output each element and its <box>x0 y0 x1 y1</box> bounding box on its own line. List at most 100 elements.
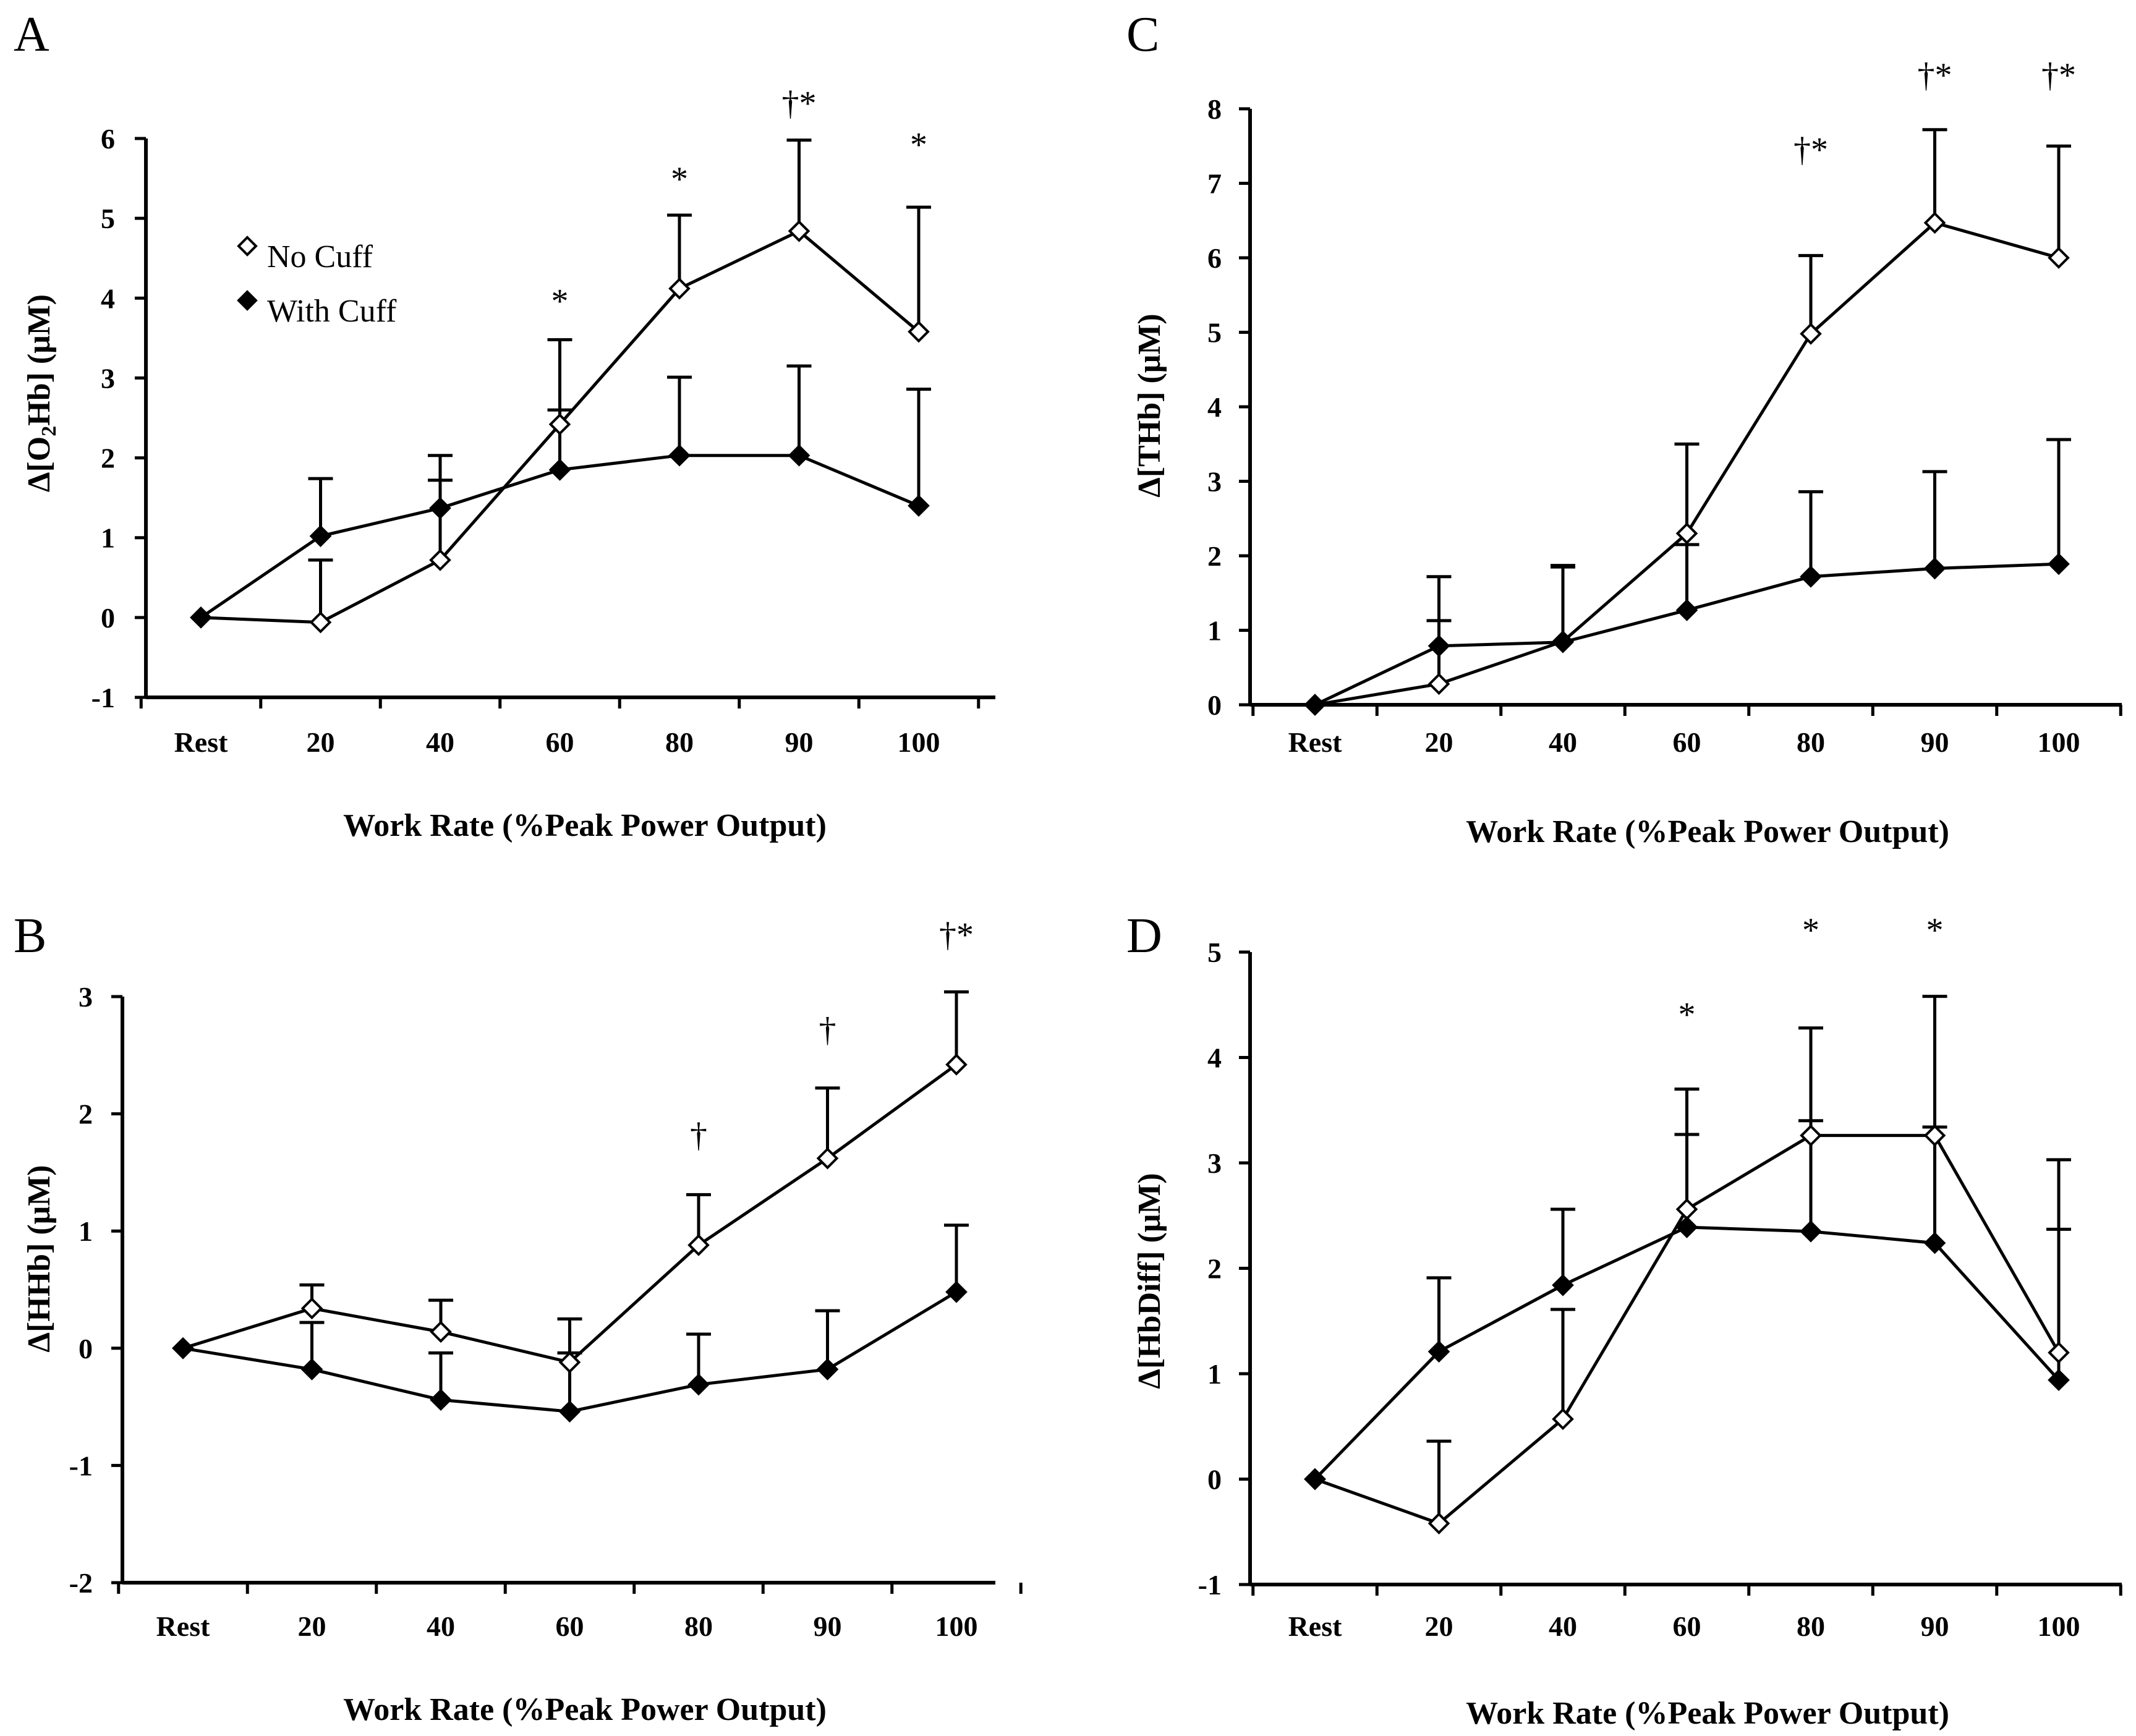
panel-a-point-no-cuff <box>548 413 571 436</box>
panel-c-point-with-cuff <box>2048 553 2070 576</box>
panel-c-point-no-cuff <box>2048 247 2070 269</box>
panel-d-significance-marker: * <box>1802 911 1819 950</box>
panel-a-point-no-cuff <box>908 320 930 343</box>
panel-c-point-with-cuff <box>1800 565 1822 588</box>
legend-label-no-cuff: No Cuff <box>267 239 373 274</box>
panel-b-point-with-cuff <box>172 1337 194 1359</box>
panel-letter-d: D <box>1126 909 1162 963</box>
panel-b-x-tick-label: 100 <box>935 1610 978 1642</box>
panel-d-point-no-cuff <box>2048 1342 2070 1364</box>
panel-d-point-with-cuff <box>1304 1468 1326 1491</box>
panel-b-point-no-cuff <box>558 1351 581 1374</box>
panel-c-y-tick-label: 4 <box>1207 391 1222 423</box>
panel-b-point-no-cuff <box>816 1147 839 1170</box>
panel-b-x-tick-label: 20 <box>298 1610 326 1642</box>
panel-a-significance-marker: * <box>551 283 569 321</box>
panel-d-y-axis-title: Δ[HbDiff] (μM) <box>1132 1173 1167 1389</box>
panel-d-point-no-cuff <box>1800 1124 1822 1147</box>
panel-c-significance-marker: †* <box>1918 56 1952 95</box>
panel-a-x-tick-label: 90 <box>785 726 814 758</box>
panel-d-x-tick-label: 60 <box>1673 1610 1701 1642</box>
panel-b-x-tick-label: 60 <box>556 1610 584 1642</box>
panel-d-y-tick-label: 4 <box>1207 1042 1222 1074</box>
panel-a-x-tick-label: Rest <box>174 726 229 758</box>
panel-b-data: † † †* <box>172 916 974 1423</box>
panel-a-y-tick-label: 4 <box>101 283 115 314</box>
panel-c: †* †* †* 0 1 2 3 4 5 6 7 8 Rest 20 40 60 80 90 100 Work R… <box>1132 56 2122 849</box>
panel-c-y-tick-label: 7 <box>1207 168 1222 200</box>
panel-a-x-tick-label: 40 <box>426 726 454 758</box>
panel-a-y-tick-label: 5 <box>101 203 115 234</box>
panel-c-axes: 0 1 2 3 4 5 6 7 8 Rest 20 40 60 80 90 100 <box>1207 93 2122 758</box>
panel-a-x-tick-label: 60 <box>546 726 574 758</box>
panel-b-y-tick-label: -2 <box>69 1567 93 1599</box>
panel-d-y-tick-label: 1 <box>1207 1358 1222 1390</box>
panel-a-y-tick-label: 0 <box>101 602 115 634</box>
panel-b-y-axis-title: Δ[HHb] (μM) <box>22 1165 57 1352</box>
panel-d-point-with-cuff <box>1428 1340 1450 1363</box>
panel-a-significance-marker: †* <box>782 84 817 122</box>
panel-d-y-tick-label: 3 <box>1207 1147 1222 1179</box>
panel-a-point-with-cuff <box>548 459 571 481</box>
panel-b-point-no-cuff <box>945 1053 968 1076</box>
legend-open-diamond <box>237 236 258 257</box>
panel-a-y-tick-label: 3 <box>101 362 115 394</box>
panel-b-x-tick-label: 40 <box>427 1610 455 1642</box>
panel-c-x-tick-label: Rest <box>1288 726 1343 758</box>
panel-c-y-axis-title: Δ[THb] (μM) <box>1132 313 1167 497</box>
panel-d-point-with-cuff <box>1675 1216 1698 1238</box>
panel-c-y-tick-label: 0 <box>1207 689 1222 721</box>
panel-b-y-tick-label: 0 <box>79 1333 93 1364</box>
panel-c-point-no-cuff <box>1923 211 1946 234</box>
panel-a-y-tick-label: 2 <box>101 443 115 474</box>
panel-d-point-no-cuff <box>1428 1512 1450 1534</box>
panel-c-y-tick-label: 8 <box>1207 93 1222 125</box>
panel-a-point-no-cuff <box>429 549 451 571</box>
panel-c-y-tick-label: 1 <box>1207 615 1222 647</box>
panel-b-point-with-cuff <box>816 1358 839 1381</box>
panel-b-axes: -2 -1 0 1 2 3 Rest 20 40 60 80 90 100 <box>69 981 1023 1642</box>
panel-d-y-tick-label: -1 <box>1198 1569 1222 1601</box>
panel-a-point-with-cuff <box>190 606 212 629</box>
panel-a-y-tick-label: -1 <box>91 682 115 713</box>
panel-d-x-tick-label: 20 <box>1425 1610 1453 1642</box>
panel-c-data: †* †* †* <box>1304 56 2076 716</box>
panel-a-significance-marker: * <box>910 126 927 164</box>
panel-d-x-tick-label: Rest <box>1288 1610 1343 1642</box>
panel-a-point-no-cuff <box>668 277 691 300</box>
panel-c-point-no-cuff <box>1675 522 1698 545</box>
panel-b-point-no-cuff <box>300 1297 323 1320</box>
panel-d-point-with-cuff <box>1800 1220 1822 1243</box>
panel-c-x-tick-label: 20 <box>1425 726 1453 758</box>
panel-d-x-axis-title: Work Rate (%Peak Power Output) <box>1466 1696 1949 1731</box>
panel-c-x-tick-label: 40 <box>1549 726 1577 758</box>
panel-b-y-tick-label: -1 <box>69 1450 93 1481</box>
legend-label-with-cuff: With Cuff <box>267 294 397 329</box>
legend-filled-diamond <box>237 290 258 311</box>
panel-a-point-no-cuff <box>788 219 811 242</box>
panel-b-significance-marker: † <box>690 1117 707 1155</box>
panel-letter-c: C <box>1126 7 1159 62</box>
panel-d-point-no-cuff <box>1552 1408 1574 1431</box>
panel-c-point-with-cuff <box>1428 634 1450 657</box>
panel-a-y-axis-title: Δ[O2Hb] (μM) <box>22 294 61 492</box>
panel-a-data: * * †* * <box>190 84 931 634</box>
panel-d-point-no-cuff <box>1675 1198 1698 1220</box>
panel-b-x-tick-label: 90 <box>814 1610 842 1642</box>
panel-c-x-tick-label: 80 <box>1797 726 1825 758</box>
panel-c-y-tick-label: 5 <box>1207 317 1222 349</box>
panel-a-point-with-cuff <box>429 497 451 519</box>
panel-b-x-axis-title: Work Rate (%Peak Power Output) <box>343 1692 827 1727</box>
panel-b-point-with-cuff <box>558 1400 581 1423</box>
panel-c-x-tick-label: 60 <box>1673 726 1701 758</box>
panel-a-point-with-cuff <box>908 495 930 517</box>
panel-c-point-with-cuff <box>1675 599 1698 621</box>
panel-b-x-tick-label: Rest <box>156 1610 211 1642</box>
panel-c-point-with-cuff <box>1552 631 1574 653</box>
panel-d-significance-marker: * <box>1679 995 1696 1034</box>
panel-a-point-with-cuff <box>788 444 811 467</box>
panel-b-y-tick-label: 3 <box>79 981 93 1013</box>
panel-d-y-tick-label: 5 <box>1207 937 1222 968</box>
panel-b: † † †* -2 -1 0 1 2 3 Rest 20 40 60 80 90 100 Work Rate… <box>22 916 1023 1727</box>
panel-d-x-tick-label: 40 <box>1549 1610 1577 1642</box>
